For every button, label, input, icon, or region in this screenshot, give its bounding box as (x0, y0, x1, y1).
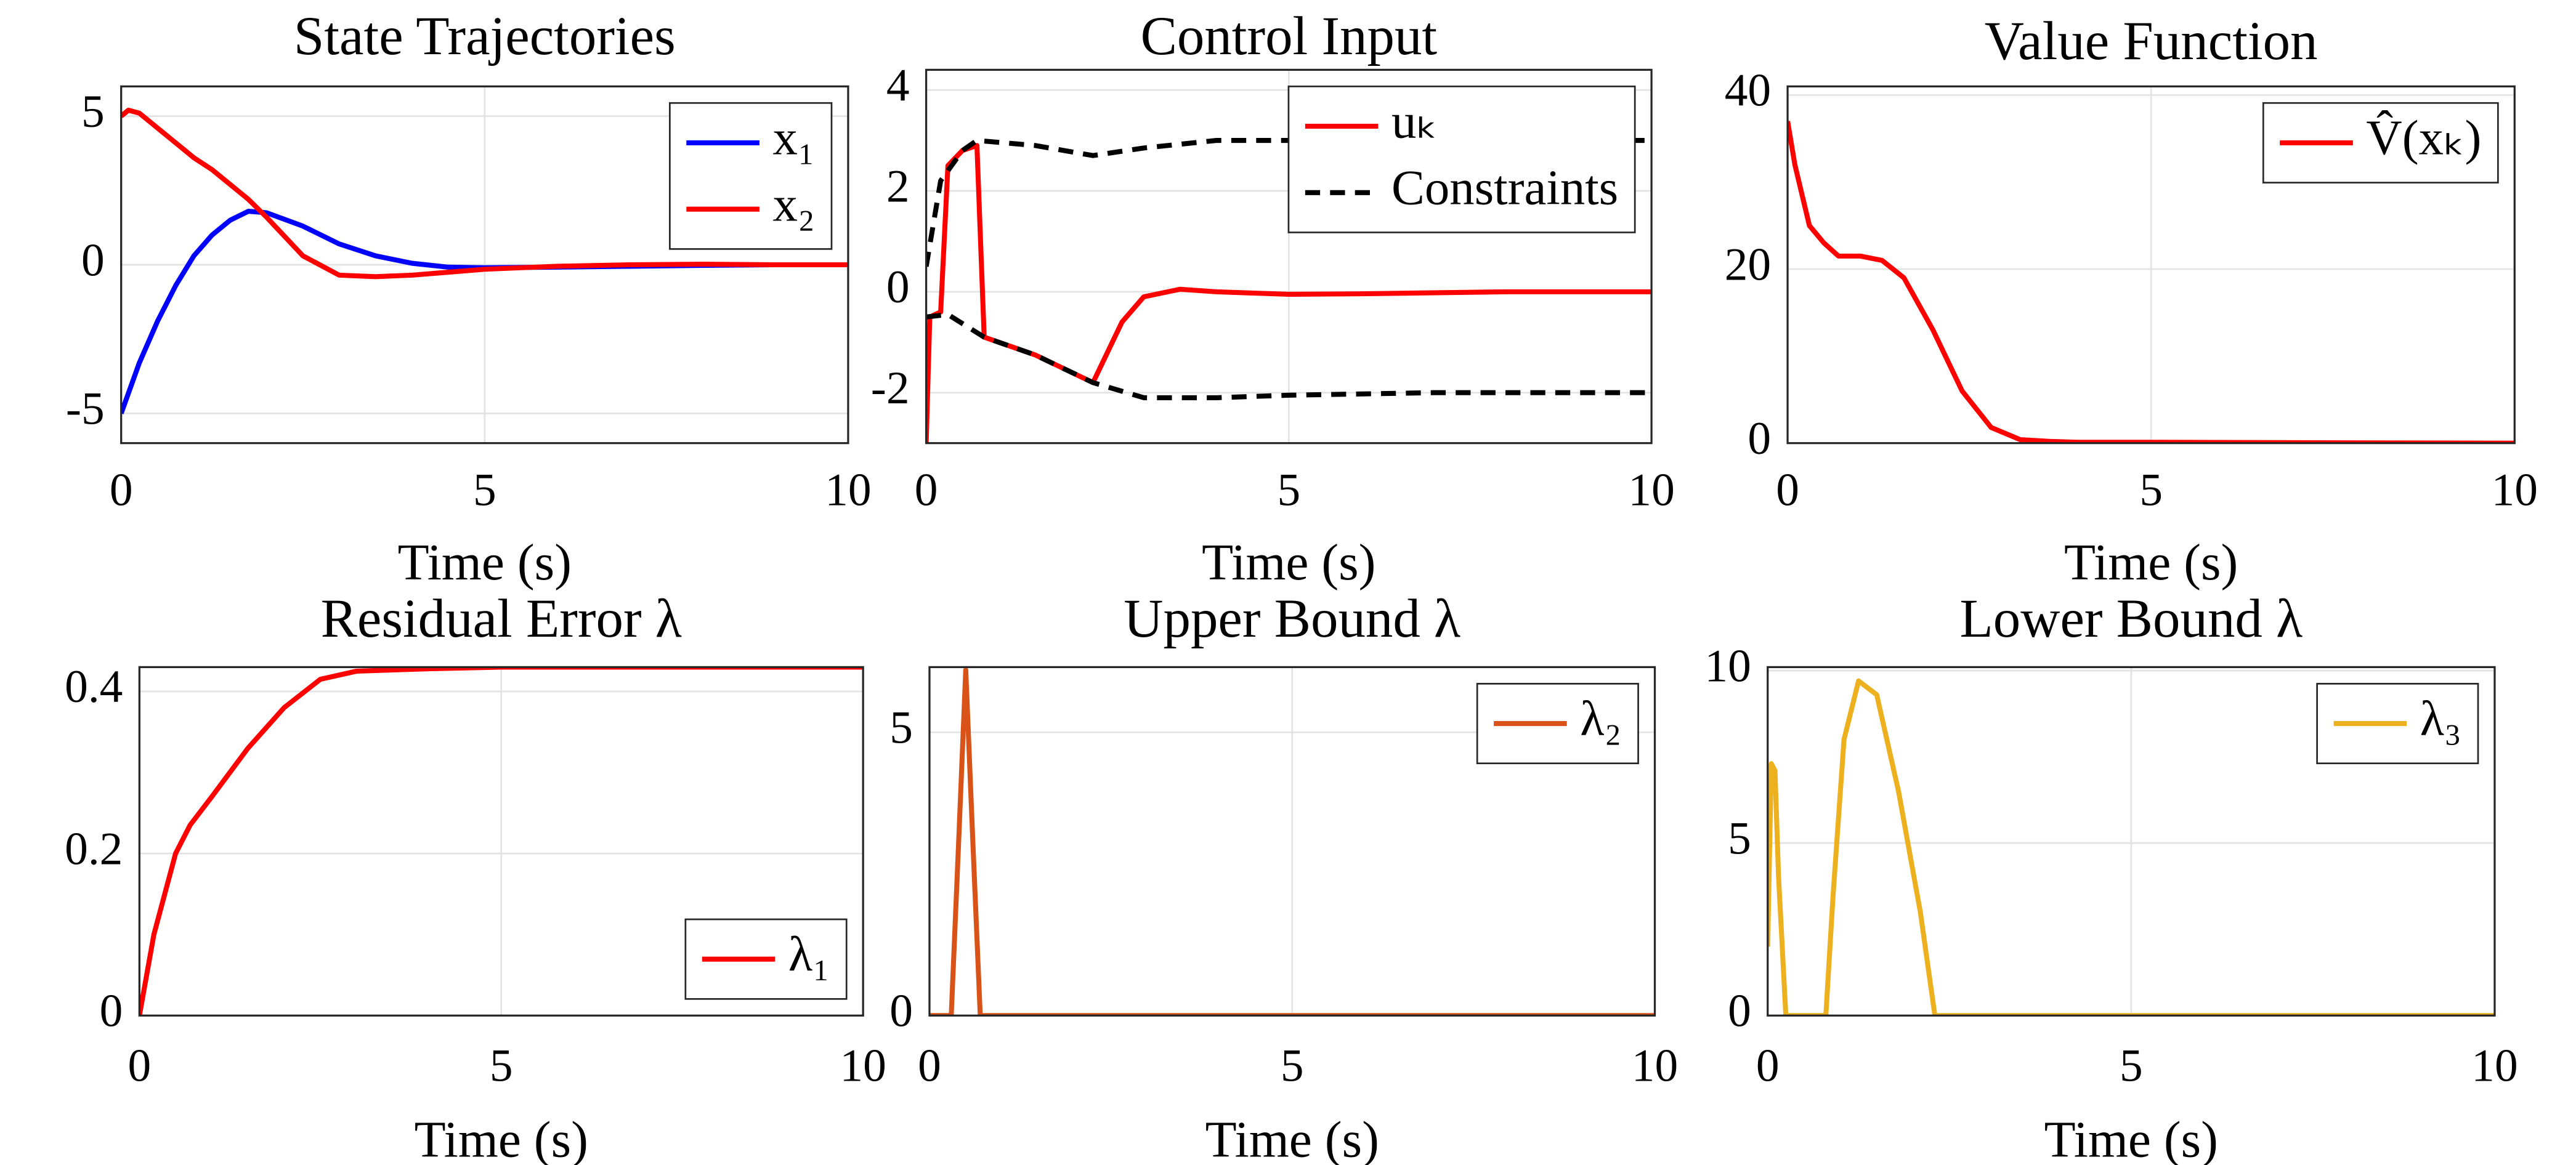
x-tick-label: 0 (1756, 1041, 1780, 1092)
x-axis-label: Time (s) (2064, 534, 2238, 591)
x-tick-label: 5 (490, 1041, 513, 1092)
data-line (929, 667, 1655, 1016)
y-tick-label: 5 (889, 703, 913, 754)
x-tick-label: 10 (2471, 1041, 2517, 1092)
x-tick-label: 10 (825, 464, 871, 515)
y-tick-label: 5 (81, 86, 105, 137)
x-tick-label: 10 (2492, 464, 2538, 515)
legend: λ₃ (2316, 683, 2479, 765)
data-line (926, 312, 1652, 400)
x-axis-label: Time (s) (2044, 1112, 2218, 1165)
chart-title: Residual Error λ (321, 589, 682, 649)
legend-box (669, 102, 833, 250)
x-axis-label: Time (s) (398, 534, 572, 591)
x-axis-label: Time (s) (1205, 1112, 1379, 1165)
x-tick-label: 0 (918, 1041, 941, 1092)
y-tick-label: 0.2 (65, 823, 123, 874)
x-tick-label: 10 (1632, 1041, 1678, 1092)
chart-title: Lower Bound λ (1959, 589, 2303, 649)
chart-title: State Trajectories (294, 6, 676, 67)
axes-box (1767, 666, 2496, 1017)
data-line (1767, 678, 2495, 1016)
axes-box (928, 666, 1656, 1017)
y-tick-label: 0 (1728, 986, 1751, 1037)
y-tick-label: 5 (1728, 813, 1751, 864)
x-tick-label: 10 (1628, 464, 1674, 515)
chart-title: Upper Bound λ (1124, 589, 1460, 649)
legend: λ₂ (1476, 683, 1639, 765)
x-tick-label: 10 (840, 1041, 886, 1092)
legend-label: Constraints (1391, 160, 1618, 215)
y-tick-label: 0 (889, 986, 913, 1037)
legend: x₁ x₂ (669, 102, 833, 250)
x-axis-label: Time (s) (1202, 534, 1375, 591)
axes-box (925, 68, 1653, 445)
x-tick-label: 5 (2120, 1041, 2143, 1092)
x-tick-label: 0 (128, 1041, 151, 1092)
legend-label: uₖ (1391, 94, 1438, 149)
data-line (121, 107, 848, 280)
legend-label: x₁ (772, 110, 815, 165)
legend: V̂(xₖ) (2262, 102, 2499, 183)
y-tick-label: 0 (886, 262, 910, 313)
x-axis-label: Time (s) (415, 1112, 588, 1165)
chart-title: Value Function (1985, 11, 2318, 71)
y-tick-label: 10 (1704, 640, 1751, 691)
axes-box (120, 85, 849, 445)
axes-box (138, 666, 864, 1017)
x-tick-label: 5 (1277, 464, 1300, 515)
legend-label: λ₃ (2420, 691, 2461, 746)
legend: uₖ Constraints (1287, 85, 1636, 233)
y-tick-label: 0 (81, 235, 105, 286)
y-tick-label: 0 (1748, 413, 1771, 464)
legend: λ₁ (684, 918, 848, 1000)
legend-label: λ₁ (788, 927, 830, 982)
legend-label: x₂ (772, 177, 815, 232)
chart-title: Control Input (1141, 6, 1438, 67)
x-tick-label: 0 (1776, 464, 1799, 515)
x-tick-label: 5 (1281, 1041, 1304, 1092)
x-tick-label: 0 (110, 464, 133, 515)
x-tick-label: 5 (473, 464, 496, 515)
y-tick-label: 2 (886, 161, 910, 212)
x-tick-label: 0 (915, 464, 938, 515)
legend-box (1287, 85, 1636, 233)
y-tick-label: -2 (871, 363, 910, 414)
legend-label: λ₂ (1580, 691, 1621, 746)
data-line (139, 667, 864, 1016)
legend-label: V̂(xₖ) (2366, 110, 2481, 166)
y-tick-label: 0.4 (65, 661, 123, 712)
y-tick-label: 0 (100, 986, 123, 1037)
y-tick-label: 4 (886, 60, 910, 111)
y-tick-label: 40 (1725, 65, 1771, 116)
y-tick-label: 20 (1725, 239, 1771, 290)
x-tick-label: 5 (2139, 464, 2163, 515)
axes-box (1786, 85, 2516, 445)
y-tick-label: -5 (66, 384, 105, 435)
